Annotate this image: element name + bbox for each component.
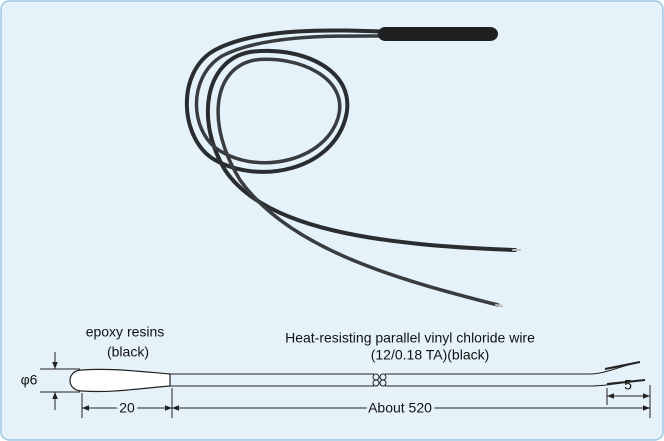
head-color: (black): [107, 344, 149, 360]
wire-spec: (12/0.18 TA)(black): [371, 347, 490, 363]
dimensions: [40, 352, 651, 418]
sensor-drawing: [69, 361, 646, 393]
lead-length-label: 5: [624, 377, 632, 393]
cable-photo: [184, 27, 521, 307]
head-material: epoxy resins: [86, 324, 165, 340]
diameter-label: φ6: [21, 372, 38, 388]
wire-material: Heat-resisting parallel vinyl chloride w…: [285, 330, 535, 346]
head-length-label: 20: [119, 400, 135, 416]
total-length-label: About 520: [368, 400, 432, 416]
